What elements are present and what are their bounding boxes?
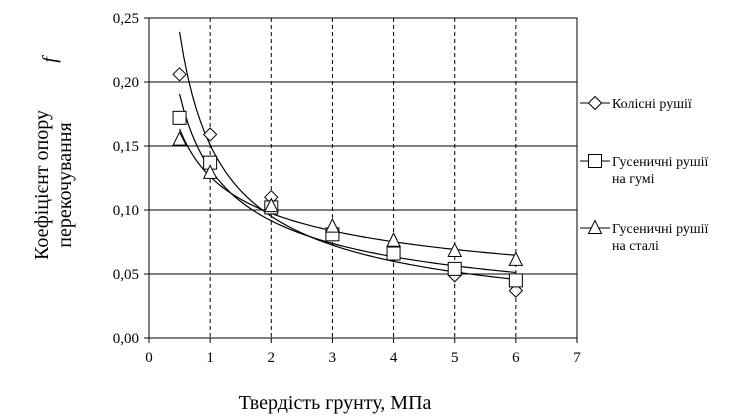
legend-label-3: Гусеничні рушії [612, 222, 709, 237]
y-tick-label: 0,25 [113, 11, 139, 27]
y-tick-label: 0,10 [113, 203, 139, 219]
series-1-point [202, 127, 218, 142]
y-tick-label: 0,15 [113, 139, 139, 155]
x-tick-label: 2 [268, 350, 276, 366]
x-axis-title: Твердість грунту, МПа [239, 392, 432, 414]
legend-label-1: Колісні рушії [612, 97, 692, 112]
series-3-point [263, 197, 279, 213]
series-3-point [325, 218, 340, 233]
series-3-point [386, 232, 401, 247]
legend-marker-2 [588, 154, 602, 168]
y-tick-label: 0,20 [113, 75, 139, 91]
series-line-3 [179, 128, 516, 256]
legend-label-2: на гумі [612, 172, 655, 187]
series-2-point [447, 261, 462, 276]
y-tick-label: 0,05 [113, 267, 139, 283]
y-axis-symbol: f [39, 55, 61, 63]
y-tick-label: 0,00 [113, 331, 139, 347]
x-tick-label: 6 [512, 350, 520, 366]
series-2-point [508, 273, 523, 288]
x-tick-label: 1 [206, 350, 214, 366]
plot-area [149, 18, 577, 338]
series-1-point [172, 67, 187, 82]
x-tick-label: 3 [329, 350, 337, 366]
series-2-point [386, 246, 401, 261]
legend-marker-3 [587, 219, 603, 234]
legend-label-2: Гусеничні рушії [612, 155, 709, 170]
y-axis-title-line2: перекочування [54, 122, 76, 247]
x-tick-label: 4 [390, 350, 398, 366]
series-3-point [202, 164, 218, 179]
series-3-point [172, 130, 187, 146]
series-3-point [508, 251, 524, 266]
legend: Колісні рушії Гусеничні рушії на гумі Гусен… [580, 95, 709, 254]
legend-label-3: на сталі [612, 239, 659, 254]
x-tick-label: 7 [573, 350, 581, 366]
plot-border [148, 17, 578, 339]
legend-marker-1 [587, 95, 603, 111]
series-2-point [172, 110, 187, 125]
x-tick-label: 0 [145, 350, 153, 366]
series-3-point [447, 242, 463, 257]
y-axis-title-line1: Коефіцієнт опору [31, 110, 53, 260]
x-tick-label: 5 [451, 350, 459, 366]
